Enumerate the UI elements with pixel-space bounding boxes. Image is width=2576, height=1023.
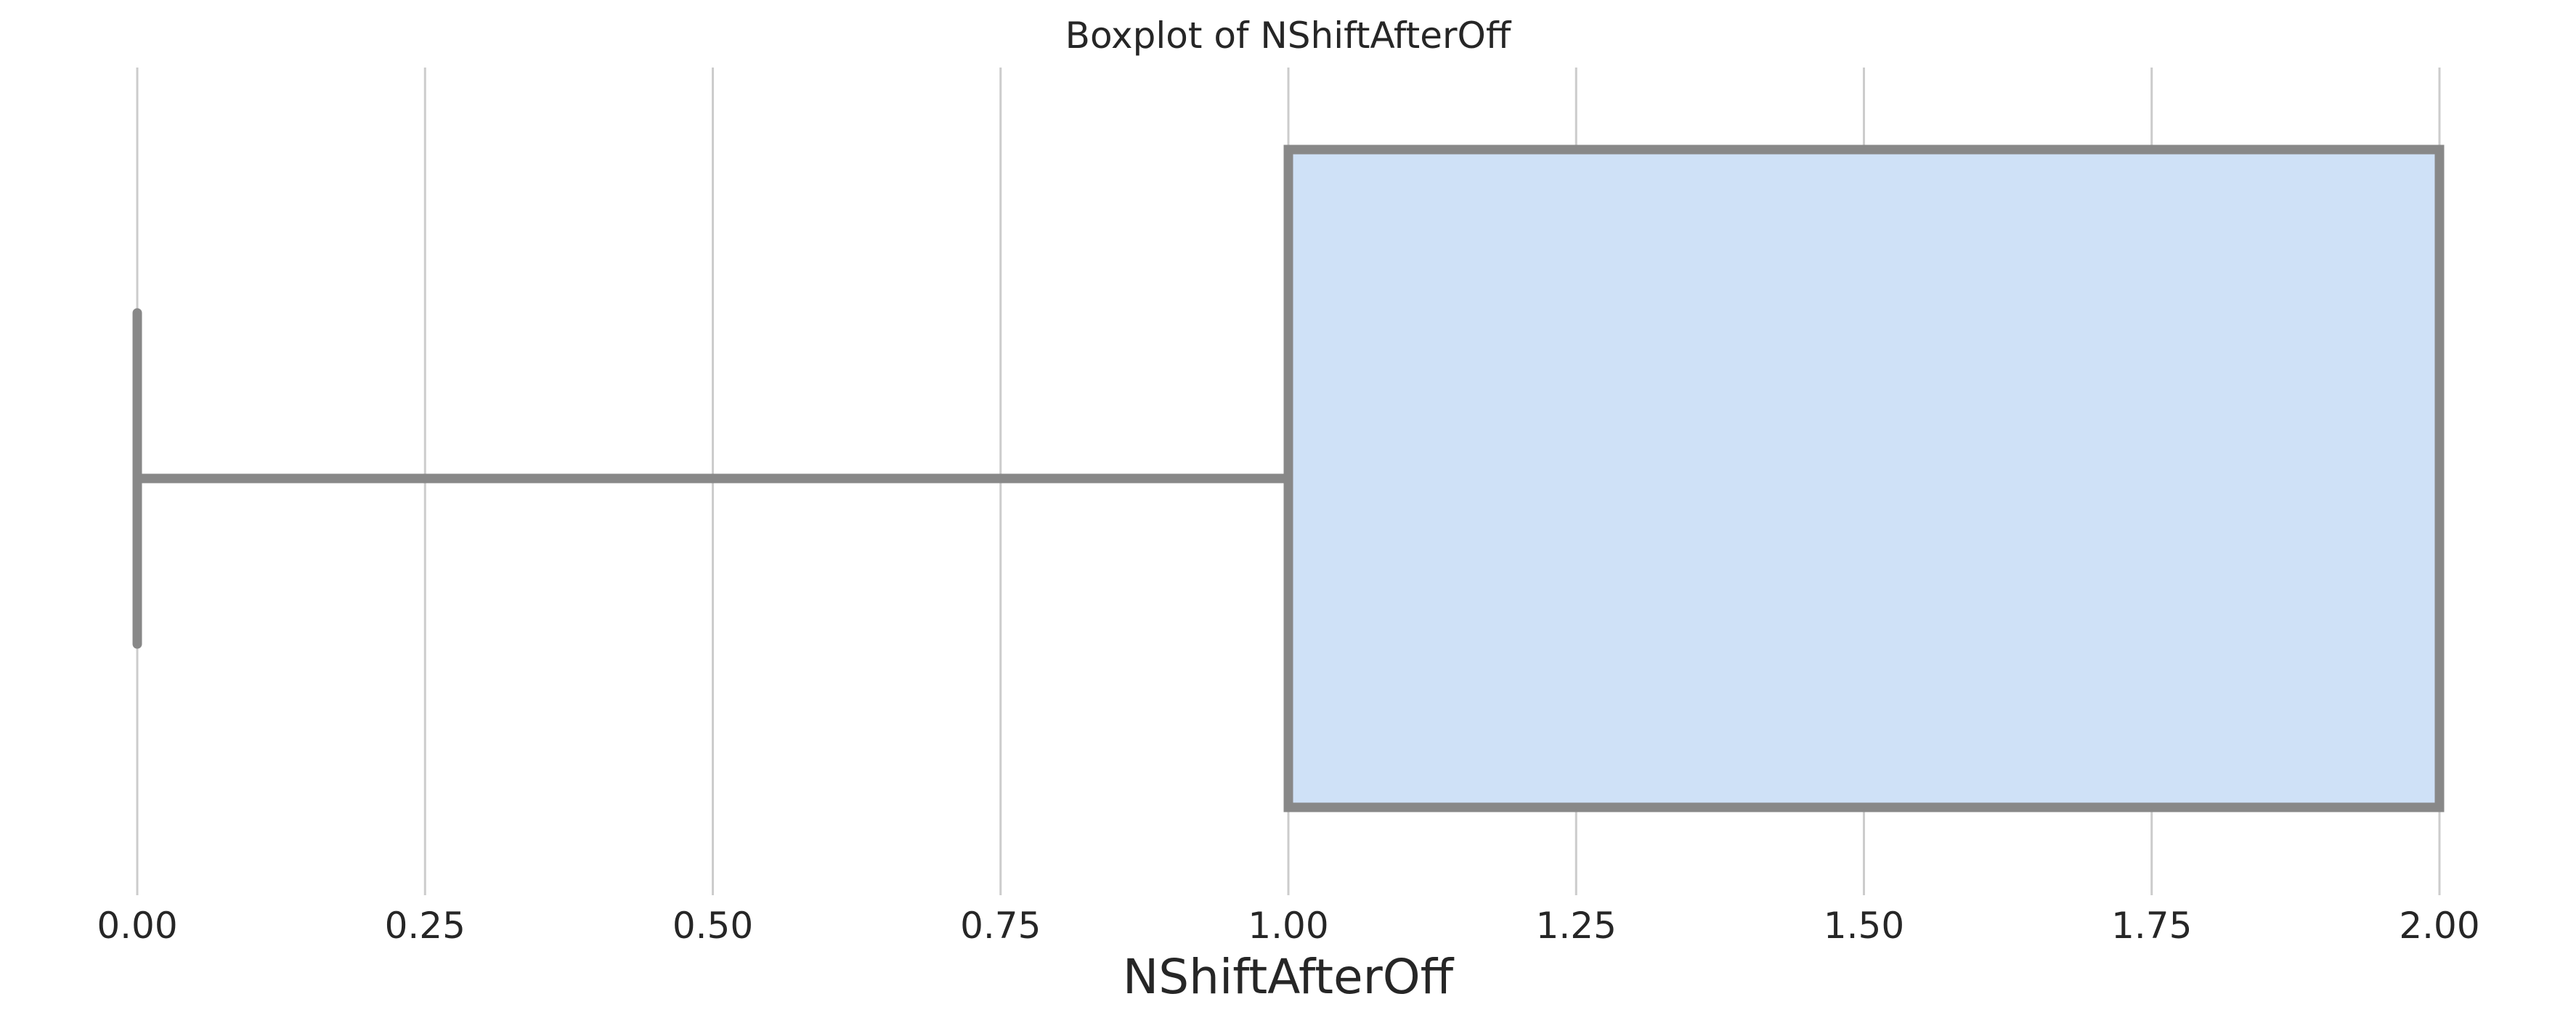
x-tick-label: 0.00 [97, 905, 177, 947]
box-group [132, 144, 2445, 812]
x-tick-label: 0.75 [960, 905, 1041, 947]
x-tick-label: 0.50 [673, 905, 753, 947]
x-tick-label: 2.00 [2399, 905, 2479, 947]
x-tick-label: 1.50 [1824, 905, 1904, 947]
iqr-box [1283, 144, 2445, 812]
x-tick-label: 1.75 [2111, 905, 2192, 947]
x-axis-label: NShiftAfterOff [1123, 949, 1455, 1005]
x-tick-label: 1.25 [1536, 905, 1617, 947]
x-tick-label: 1.00 [1248, 905, 1328, 947]
x-tick-labels: 0.00 0.25 0.50 0.75 1.00 1.25 1.50 1.75 2.00 [97, 905, 2479, 947]
chart-title: Boxplot of NShiftAfterOff [1065, 15, 1512, 57]
x-tick-label: 0.25 [385, 905, 466, 947]
